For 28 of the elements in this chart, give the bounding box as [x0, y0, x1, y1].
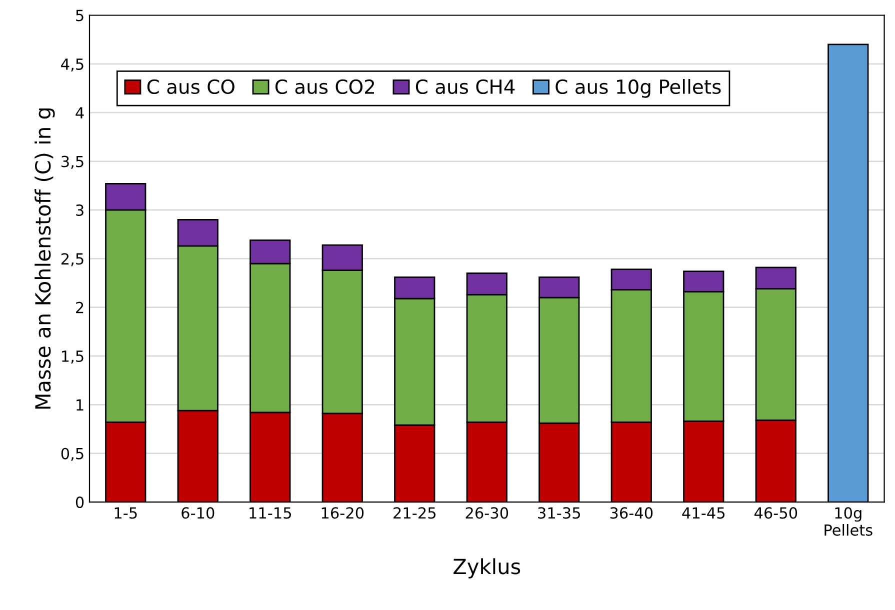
y-tick-label: 4 [76, 107, 84, 118]
x-tick-label: 41-45 [682, 507, 724, 519]
x-tick-label: 21-25 [394, 507, 436, 519]
x-tick-label: 10g Pellets [824, 507, 872, 536]
legend-label: C aus CO [147, 79, 234, 94]
y-tick-label: 3 [76, 204, 84, 216]
y-tick-label: 5 [76, 10, 84, 22]
legend-label: C aus CO2 [275, 79, 374, 94]
x-tick-label: 36-40 [610, 507, 653, 519]
x-tick-label: 6-10 [182, 507, 214, 519]
x-tick-label: 11-15 [250, 507, 291, 519]
x-tick-label: 31-35 [538, 507, 580, 519]
x-tick-label: 1-5 [114, 507, 137, 519]
y-tick-label: 4,5 [61, 58, 84, 72]
legend-label: C aus 10g Pellets [556, 78, 721, 98]
y-tick-label: 1 [76, 399, 84, 410]
x-tick-label: 26-30 [466, 507, 508, 519]
x-tick-label: 16-20 [322, 507, 364, 519]
y-axis-title: Masse an Kohlenstoff (C) in g [34, 108, 55, 409]
x-tick-label: 46-50 [754, 507, 798, 519]
x-axis-title: Zyklus [454, 558, 520, 578]
legend-label: C aus CH4 [416, 79, 515, 94]
y-tick-label: 2 [76, 302, 84, 314]
y-tick-label: 3,5 [62, 156, 84, 169]
y-tick-label: 0 [76, 496, 84, 508]
y-tick-label: 1,5 [62, 350, 84, 364]
y-tick-label: 0,5 [61, 448, 84, 461]
y-tick-label: 2,5 [61, 253, 84, 266]
